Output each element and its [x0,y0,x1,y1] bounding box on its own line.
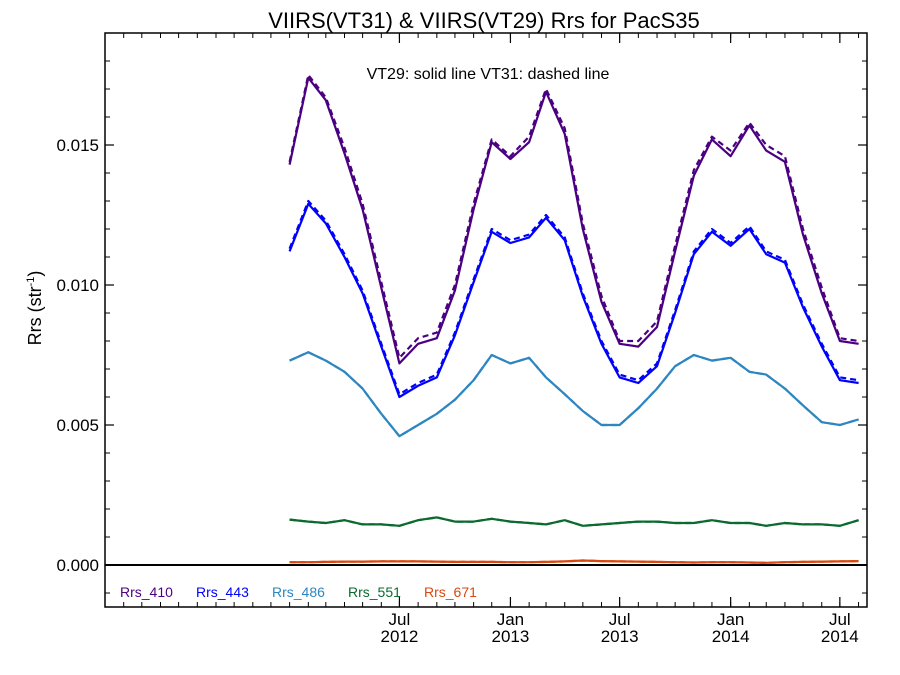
series-line-rrs-486-vt31 [289,351,859,438]
x-tick-year: 2014 [821,627,859,646]
x-tick-year: 2014 [712,627,750,646]
x-tick-year: 2013 [492,627,530,646]
x-tick-month: Jan [717,610,744,629]
series-layer [288,73,859,564]
series-line-rrs-443-vt29 [288,202,859,399]
legend-entry-rrs-410: Rrs_410 [120,584,173,600]
legend: Rrs_410 Rrs_443 Rrs_486 Rrs_551 Rrs_671 [120,584,477,600]
series-line-rrs-410-vt31 [288,73,859,359]
series-line-rrs-671-vt31 [289,559,859,564]
y-tick-label: 0.000 [56,556,99,575]
legend-entry-rrs-486: Rrs_486 [272,584,325,600]
chart-title: VIIRS(VT31) & VIIRS(VT29) Rrs for PacS35 [268,8,700,33]
x-tick-month: Jul [389,610,411,629]
y-axis-label-end: ) [25,271,45,277]
series-line-rrs-486-vt29 [289,351,859,438]
y-axis-label: Rrs (str-1) [25,271,45,346]
svg-text:Rrs (str-1): Rrs (str-1) [25,271,45,346]
y-tick-label: 0.010 [56,276,99,295]
y-ticks: 0.000 0.005 0.010 0.015 [56,32,867,594]
y-axis-label-sup: -1 [25,277,37,287]
x-tick-month: Jul [609,610,631,629]
legend-entry-rrs-443: Rrs_443 [196,584,249,600]
x-tick-month: Jan [497,610,524,629]
x-tick-month: Jul [829,610,851,629]
y-axis-label-main: Rrs (str [25,286,45,345]
x-tick-year: 2012 [381,627,419,646]
series-line-rrs-443-vt31 [288,199,859,396]
plot-frame [104,32,868,608]
legend-entry-rrs-671: Rrs_671 [424,584,477,600]
series-line-rrs-551-vt29 [289,516,859,527]
series-line-rrs-551-vt31 [289,516,859,527]
y-tick-label: 0.005 [56,416,99,435]
series-line-rrs-410-vt29 [288,76,859,365]
y-tick-label: 0.015 [56,136,99,155]
line-style-note: VT29: solid line VT31: dashed line [367,66,610,83]
x-tick-year: 2013 [601,627,639,646]
legend-entry-rrs-551: Rrs_551 [348,584,401,600]
